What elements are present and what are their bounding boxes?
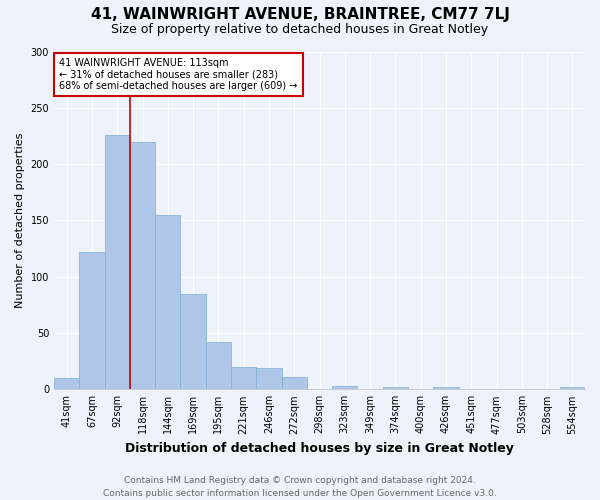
Text: 41, WAINWRIGHT AVENUE, BRAINTREE, CM77 7LJ: 41, WAINWRIGHT AVENUE, BRAINTREE, CM77 7… [91,8,509,22]
Bar [560,387,585,390]
Text: 41 WAINWRIGHT AVENUE: 113sqm
← 31% of detached houses are smaller (283)
68% of s: 41 WAINWRIGHT AVENUE: 113sqm ← 31% of de… [59,58,298,92]
Bar [231,367,256,390]
Bar [104,135,130,390]
Bar [332,386,358,390]
Bar [54,378,79,390]
Bar [206,342,231,390]
Bar [181,294,206,390]
Text: Size of property relative to detached houses in Great Notley: Size of property relative to detached ho… [112,22,488,36]
Bar [155,215,181,390]
Y-axis label: Number of detached properties: Number of detached properties [15,132,25,308]
X-axis label: Distribution of detached houses by size in Great Notley: Distribution of detached houses by size … [125,442,514,455]
Bar [281,377,307,390]
Bar [383,387,408,390]
Bar [130,142,155,390]
Bar [256,368,281,390]
Text: Contains HM Land Registry data © Crown copyright and database right 2024.
Contai: Contains HM Land Registry data © Crown c… [103,476,497,498]
Bar [433,387,458,390]
Bar [79,252,104,390]
